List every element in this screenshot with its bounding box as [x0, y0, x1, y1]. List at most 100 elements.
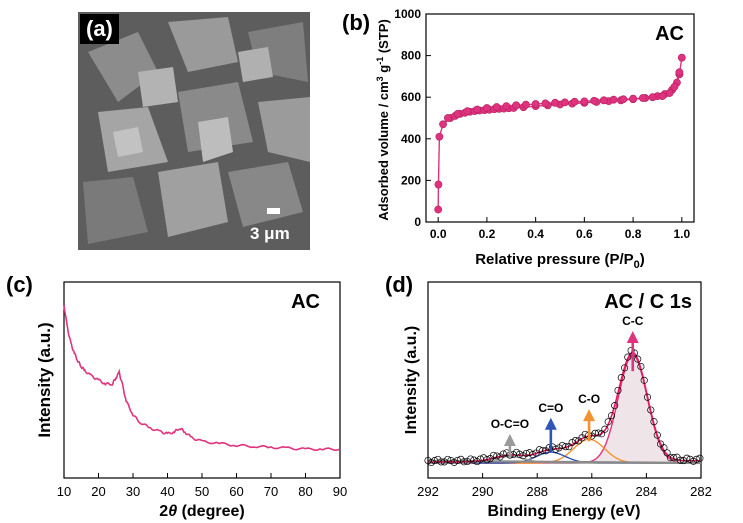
peak-label-cc: C-C	[622, 314, 644, 328]
isotherm-point	[483, 104, 491, 112]
panel-label-c: (c)	[6, 272, 33, 297]
xps-data-point	[483, 456, 491, 464]
xps-data-point	[693, 455, 701, 463]
xrd-y-axis-label: Intensity (a.u.)	[35, 322, 54, 437]
xps-data-point	[453, 456, 462, 464]
isotherm-point	[541, 99, 550, 108]
isotherm-point	[492, 103, 501, 111]
xps-data-point	[601, 425, 609, 433]
xps-data-point	[621, 364, 629, 372]
y-tick-label: 400	[401, 132, 421, 146]
xps-data-point	[653, 431, 661, 439]
cc-fill	[428, 355, 701, 463]
isotherm-line-adsorption	[437, 57, 683, 210]
y-tick-label: 200	[401, 173, 421, 187]
xps-y-axis-label: Intensity (a.u.)	[403, 326, 420, 434]
xps-data-point	[624, 353, 632, 361]
isotherm-point	[619, 95, 628, 104]
xps-data-point	[529, 451, 537, 459]
xps-data-point	[607, 412, 616, 420]
y-tick-label: 0	[414, 215, 421, 229]
x-tick-label: 50	[195, 484, 209, 499]
scale-bar-label: 3 μm	[250, 224, 290, 243]
x-tick-label: 292	[417, 484, 439, 499]
xps-data-point	[545, 444, 553, 452]
xps-data-point	[562, 443, 570, 451]
isotherm-point	[665, 89, 674, 97]
isotherm-point	[439, 120, 447, 129]
scale-bar	[267, 208, 280, 214]
isotherm-y-axis-label: Adsorbed volume / cm3 g-1 (STP)	[375, 19, 391, 221]
isotherm-point	[521, 100, 530, 109]
x-tick-label: 0.8	[625, 227, 642, 241]
xps-data-point	[683, 454, 691, 462]
isotherm-point	[502, 102, 511, 111]
panel-label-d: (d)	[385, 272, 414, 297]
isotherm-point	[580, 97, 589, 106]
xps-data-point	[489, 451, 498, 459]
xps-data-point	[539, 446, 547, 454]
xps-frame	[427, 281, 702, 479]
peak-label-ceo: C=O	[538, 401, 563, 415]
arrow-head-ceo	[544, 417, 557, 430]
isotherm-sample-label: AC	[655, 23, 684, 45]
x-tick-label: 30	[126, 484, 140, 499]
xrd-line	[63, 305, 341, 452]
isotherm-point	[444, 114, 452, 122]
isotherm-point	[551, 98, 560, 107]
isotherm-point	[648, 93, 657, 102]
xps-data-point	[499, 450, 507, 458]
xps-data-point	[640, 376, 648, 384]
isotherm-point	[677, 53, 686, 62]
x-tick-label: 0.6	[576, 227, 593, 241]
isotherm-point	[675, 68, 684, 77]
y-tick-label: 1000	[394, 7, 421, 21]
xps-data-point	[611, 402, 619, 410]
isotherm-point	[434, 205, 443, 214]
xps-data-point	[617, 374, 625, 382]
sem-image: (a) 3 μm	[78, 12, 310, 250]
x-tick-label: 70	[264, 484, 278, 499]
xps-x-axis-label: Binding Energy (eV)	[488, 503, 641, 520]
x-tick-label: 282	[690, 484, 712, 499]
xps-data-point	[571, 437, 579, 445]
isotherm-point	[658, 92, 667, 101]
x-tick-label: 284	[636, 484, 658, 499]
xps-data-point	[460, 458, 468, 466]
isotherm-point	[435, 132, 444, 141]
isotherm-point	[590, 96, 599, 105]
peak-label-ocoo: O-C=O	[491, 417, 529, 431]
x-tick-label: 40	[160, 484, 174, 499]
isotherm-point	[670, 82, 679, 91]
x-tick-label: 10	[57, 484, 71, 499]
xps-data-point	[493, 452, 501, 460]
y-tick-label: 800	[401, 49, 421, 63]
isotherm-chart: AC 0.0 0.2 0.4 0.6 0.8 1.0 0 200 400 600 800 1000 R…	[375, 7, 695, 270]
peak-label-co: C-O	[578, 392, 600, 406]
x-tick-label: 290	[472, 484, 494, 499]
xps-data-point	[594, 429, 602, 437]
isotherm-x-axis-label: Relative pressure (P/P0)	[475, 251, 645, 270]
isotherm-point	[638, 94, 647, 102]
xps-data-point	[634, 355, 642, 363]
x-tick-label: 20	[91, 484, 105, 499]
y-tick-label: 600	[401, 90, 421, 104]
xps-data-point	[467, 455, 475, 463]
xrd-chart: AC 10 20 30 40 50 60 70 80 90 2θ (degree) Intens…	[35, 281, 347, 520]
xps-data-point	[437, 458, 445, 466]
xps-data-point	[670, 454, 678, 462]
xps-data-point	[647, 406, 655, 414]
x-tick-label: 286	[581, 484, 603, 499]
xps-title: AC / C 1s	[604, 291, 692, 313]
isotherm-point	[434, 180, 443, 189]
isotherm-point	[609, 95, 618, 104]
x-tick-label: 288	[526, 484, 548, 499]
isotherm-point	[473, 105, 482, 114]
xrd-sample-label: AC	[291, 291, 320, 313]
x-tick-label: 90	[333, 484, 347, 499]
xps-data-point	[637, 362, 645, 371]
isotherm-point	[570, 97, 579, 106]
arrow-head-cc	[626, 331, 639, 343]
x-tick-label: 0.4	[527, 227, 544, 241]
xrd-x-axis-label: 2θ (degree)	[159, 503, 244, 520]
